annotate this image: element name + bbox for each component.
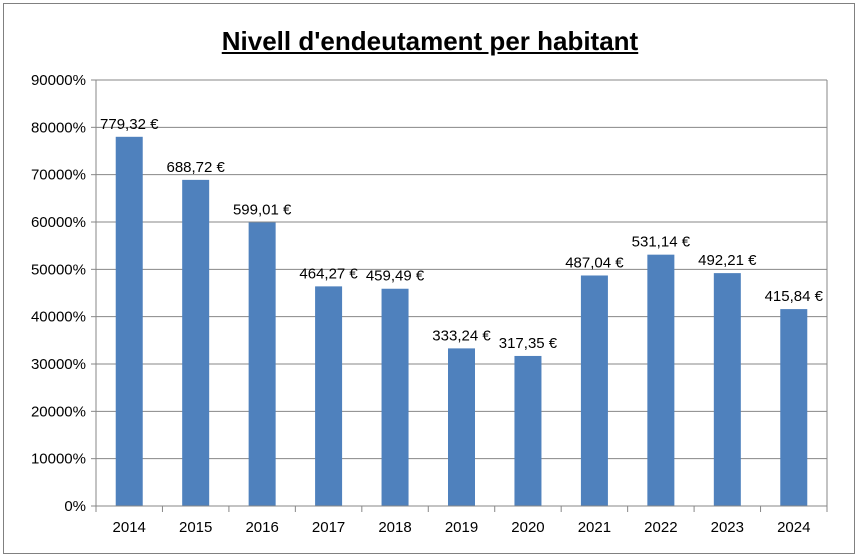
x-tick-label: 2018 [378,519,411,536]
x-tick-label: 2015 [179,519,212,536]
data-label: 779,32 € [100,116,159,133]
x-tick-label: 2019 [445,519,478,536]
y-tick-label: 40000% [31,309,86,326]
y-tick-label: 10000% [31,451,86,468]
x-tick-label: 2020 [511,519,544,536]
y-tick-label: 70000% [31,167,86,184]
bar-2019 [448,348,475,506]
data-label: 531,14 € [632,234,691,251]
y-tick-label: 60000% [31,214,86,231]
y-tick-label: 90000% [31,72,86,89]
y-tick-label: 0% [64,498,86,515]
y-tick-label: 30000% [31,356,86,373]
x-tick-label: 2023 [711,519,744,536]
bar-2022 [647,254,675,506]
bar-2018 [381,288,409,506]
data-label: 487,04 € [565,254,624,271]
y-tick-label: 50000% [31,261,86,278]
bar-2016 [248,222,276,506]
x-tick-label: 2014 [113,519,146,536]
bar-2014 [115,136,143,507]
chart-title: Nivell d'endeutament per habitant [221,26,639,56]
data-label: 688,72 € [166,159,225,176]
x-tick-label: 2021 [578,519,611,536]
x-tick-label: 2022 [644,519,677,536]
bar-2021 [580,275,608,506]
bar-2023 [713,273,741,506]
bar-2020 [514,355,542,506]
data-label: 317,35 € [499,335,558,352]
bar-2015 [182,179,210,506]
data-label: 415,84 € [765,288,824,305]
x-tick-label: 2016 [245,519,278,536]
y-tick-label: 20000% [31,403,86,420]
bar-2017 [315,286,343,506]
data-label: 464,27 € [299,265,358,282]
data-label: 599,01 € [233,201,292,218]
x-tick-label: 2017 [312,519,345,536]
x-tick-label: 2024 [777,519,810,536]
data-label: 492,21 € [698,252,757,269]
data-label: 333,24 € [432,327,491,344]
bar-2024 [780,309,808,506]
y-tick-label: 80000% [31,119,86,136]
data-label: 459,49 € [366,268,425,285]
chart-frame: Nivell d'endeutament per habitant [3,3,855,554]
